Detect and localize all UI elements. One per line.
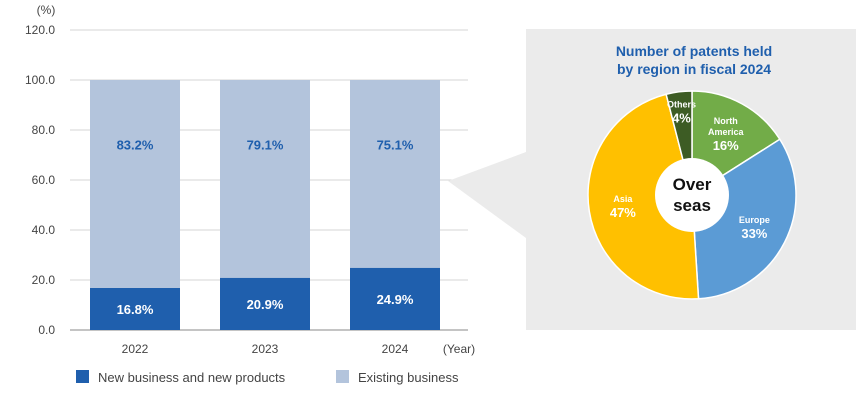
x-tick-labels: 2022 2023 2024 bbox=[122, 342, 409, 356]
pie-slice-name: North bbox=[714, 116, 738, 126]
y-axis-unit-label: (%) bbox=[37, 3, 56, 17]
bar-value-label: 83.2% bbox=[117, 138, 154, 153]
y-tick-label: 120.0 bbox=[25, 23, 55, 37]
callout-pointer bbox=[448, 152, 526, 238]
bar-existing-business-2024 bbox=[350, 80, 440, 268]
legend-swatch bbox=[336, 370, 349, 383]
pie-title-line-2: by region in fiscal 2024 bbox=[617, 61, 771, 77]
y-tick-label: 80.0 bbox=[32, 123, 56, 137]
bar-existing-business-2023 bbox=[220, 80, 310, 278]
y-tick-labels: 0.0 20.0 40.0 60.0 80.0 100.0 120.0 bbox=[25, 23, 55, 337]
bar-new-business-2023 bbox=[220, 277, 310, 330]
y-tick-label: 100.0 bbox=[25, 73, 55, 87]
legend-label: Existing business bbox=[358, 370, 459, 385]
bars: 16.8% 83.2% 20.9% 79.1% 24.9% 75.1% bbox=[90, 80, 440, 330]
x-tick-label: 2023 bbox=[252, 342, 279, 356]
bar-value-label: 75.1% bbox=[377, 138, 414, 153]
pie-slice-value: 33% bbox=[741, 226, 767, 241]
legend: New business and new products Existing bu… bbox=[76, 370, 459, 385]
legend-label: New business and new products bbox=[98, 370, 286, 385]
y-tick-label: 40.0 bbox=[32, 223, 56, 237]
pie-slice-name: Asia bbox=[613, 194, 633, 204]
stacked-bar-chart: (%) 0.0 20.0 40.0 60.0 80.0 100.0 120.0 16.8% 8… bbox=[25, 3, 475, 385]
y-tick-label: 20.0 bbox=[32, 273, 56, 287]
bar-value-label: 79.1% bbox=[247, 138, 284, 153]
pie-slice-name: America bbox=[708, 127, 745, 137]
x-tick-label: 2022 bbox=[122, 342, 149, 356]
bar-value-label: 24.9% bbox=[377, 292, 414, 307]
bar-value-label: 16.8% bbox=[117, 302, 154, 317]
pie-center-hole bbox=[655, 158, 729, 232]
pie-slice-value: 16% bbox=[713, 138, 739, 153]
bar-new-business-2024 bbox=[350, 267, 440, 330]
pie-slice-asia bbox=[587, 93, 700, 300]
bar-new-business-2022 bbox=[90, 288, 180, 330]
x-tick-label: 2024 bbox=[382, 342, 409, 356]
bar-value-label: 20.9% bbox=[247, 297, 284, 312]
pie-title-line-1: Number of patents held bbox=[616, 43, 772, 59]
pie-center-label-line-1: Over bbox=[673, 175, 712, 194]
pie-slice-value: 47% bbox=[610, 205, 636, 220]
y-tick-label: 60.0 bbox=[32, 173, 56, 187]
pie-panel: Number of patents held by region in fisc… bbox=[526, 29, 856, 330]
legend-swatch bbox=[76, 370, 89, 383]
pie-slice-value: 4% bbox=[672, 111, 691, 126]
x-axis-unit-label: (Year) bbox=[443, 342, 475, 356]
y-tick-label: 0.0 bbox=[38, 323, 55, 337]
pie-center-label-line-2: seas bbox=[673, 196, 711, 215]
pie-slice-name: Europe bbox=[739, 215, 770, 225]
bar-existing-business-2022 bbox=[90, 80, 180, 288]
pie-slice-name: Others bbox=[667, 100, 696, 110]
